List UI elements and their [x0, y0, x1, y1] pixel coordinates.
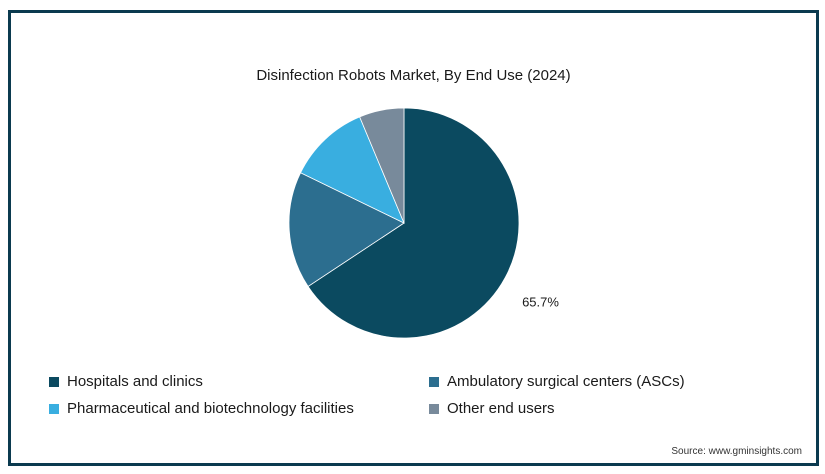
chart-title: Disinfection Robots Market, By End Use (… — [256, 67, 571, 84]
legend-item-ascs: Ambulatory surgical centers (ASCs) — [429, 373, 685, 390]
pie-slice-other-end-users — [359, 107, 405, 224]
legend-item-hospitals: Hospitals and clinics — [49, 373, 203, 390]
legend-label: Pharmaceutical and biotechnology facilit… — [67, 400, 354, 417]
chart-frame: Disinfection Robots Market, By End Use (… — [8, 10, 819, 466]
legend-swatch — [49, 376, 59, 387]
legend-label: Hospitals and clinics — [67, 373, 203, 390]
legend-swatch — [49, 403, 59, 414]
legend-label: Ambulatory surgical centers (ASCs) — [447, 373, 685, 390]
legend-label: Other end users — [447, 400, 555, 417]
legend-swatch — [429, 376, 439, 387]
pie-slice-hospitals-and-clinics — [307, 107, 520, 339]
legend-swatch — [429, 403, 439, 414]
pie-slice-ambulatory-surgical-centers-ascs — [288, 172, 405, 287]
pie-slice-pharmaceutical-and-biotechnology-facilities — [300, 116, 405, 224]
data-label-hospitals-and-clinics: 65.7% — [522, 294, 559, 309]
legend-item-pharma: Pharmaceutical and biotechnology facilit… — [49, 400, 354, 417]
pie-chart: 65.7% — [288, 107, 559, 339]
source-note: Source: www.gminsights.com — [671, 446, 802, 457]
legend-item-other: Other end users — [429, 400, 555, 417]
